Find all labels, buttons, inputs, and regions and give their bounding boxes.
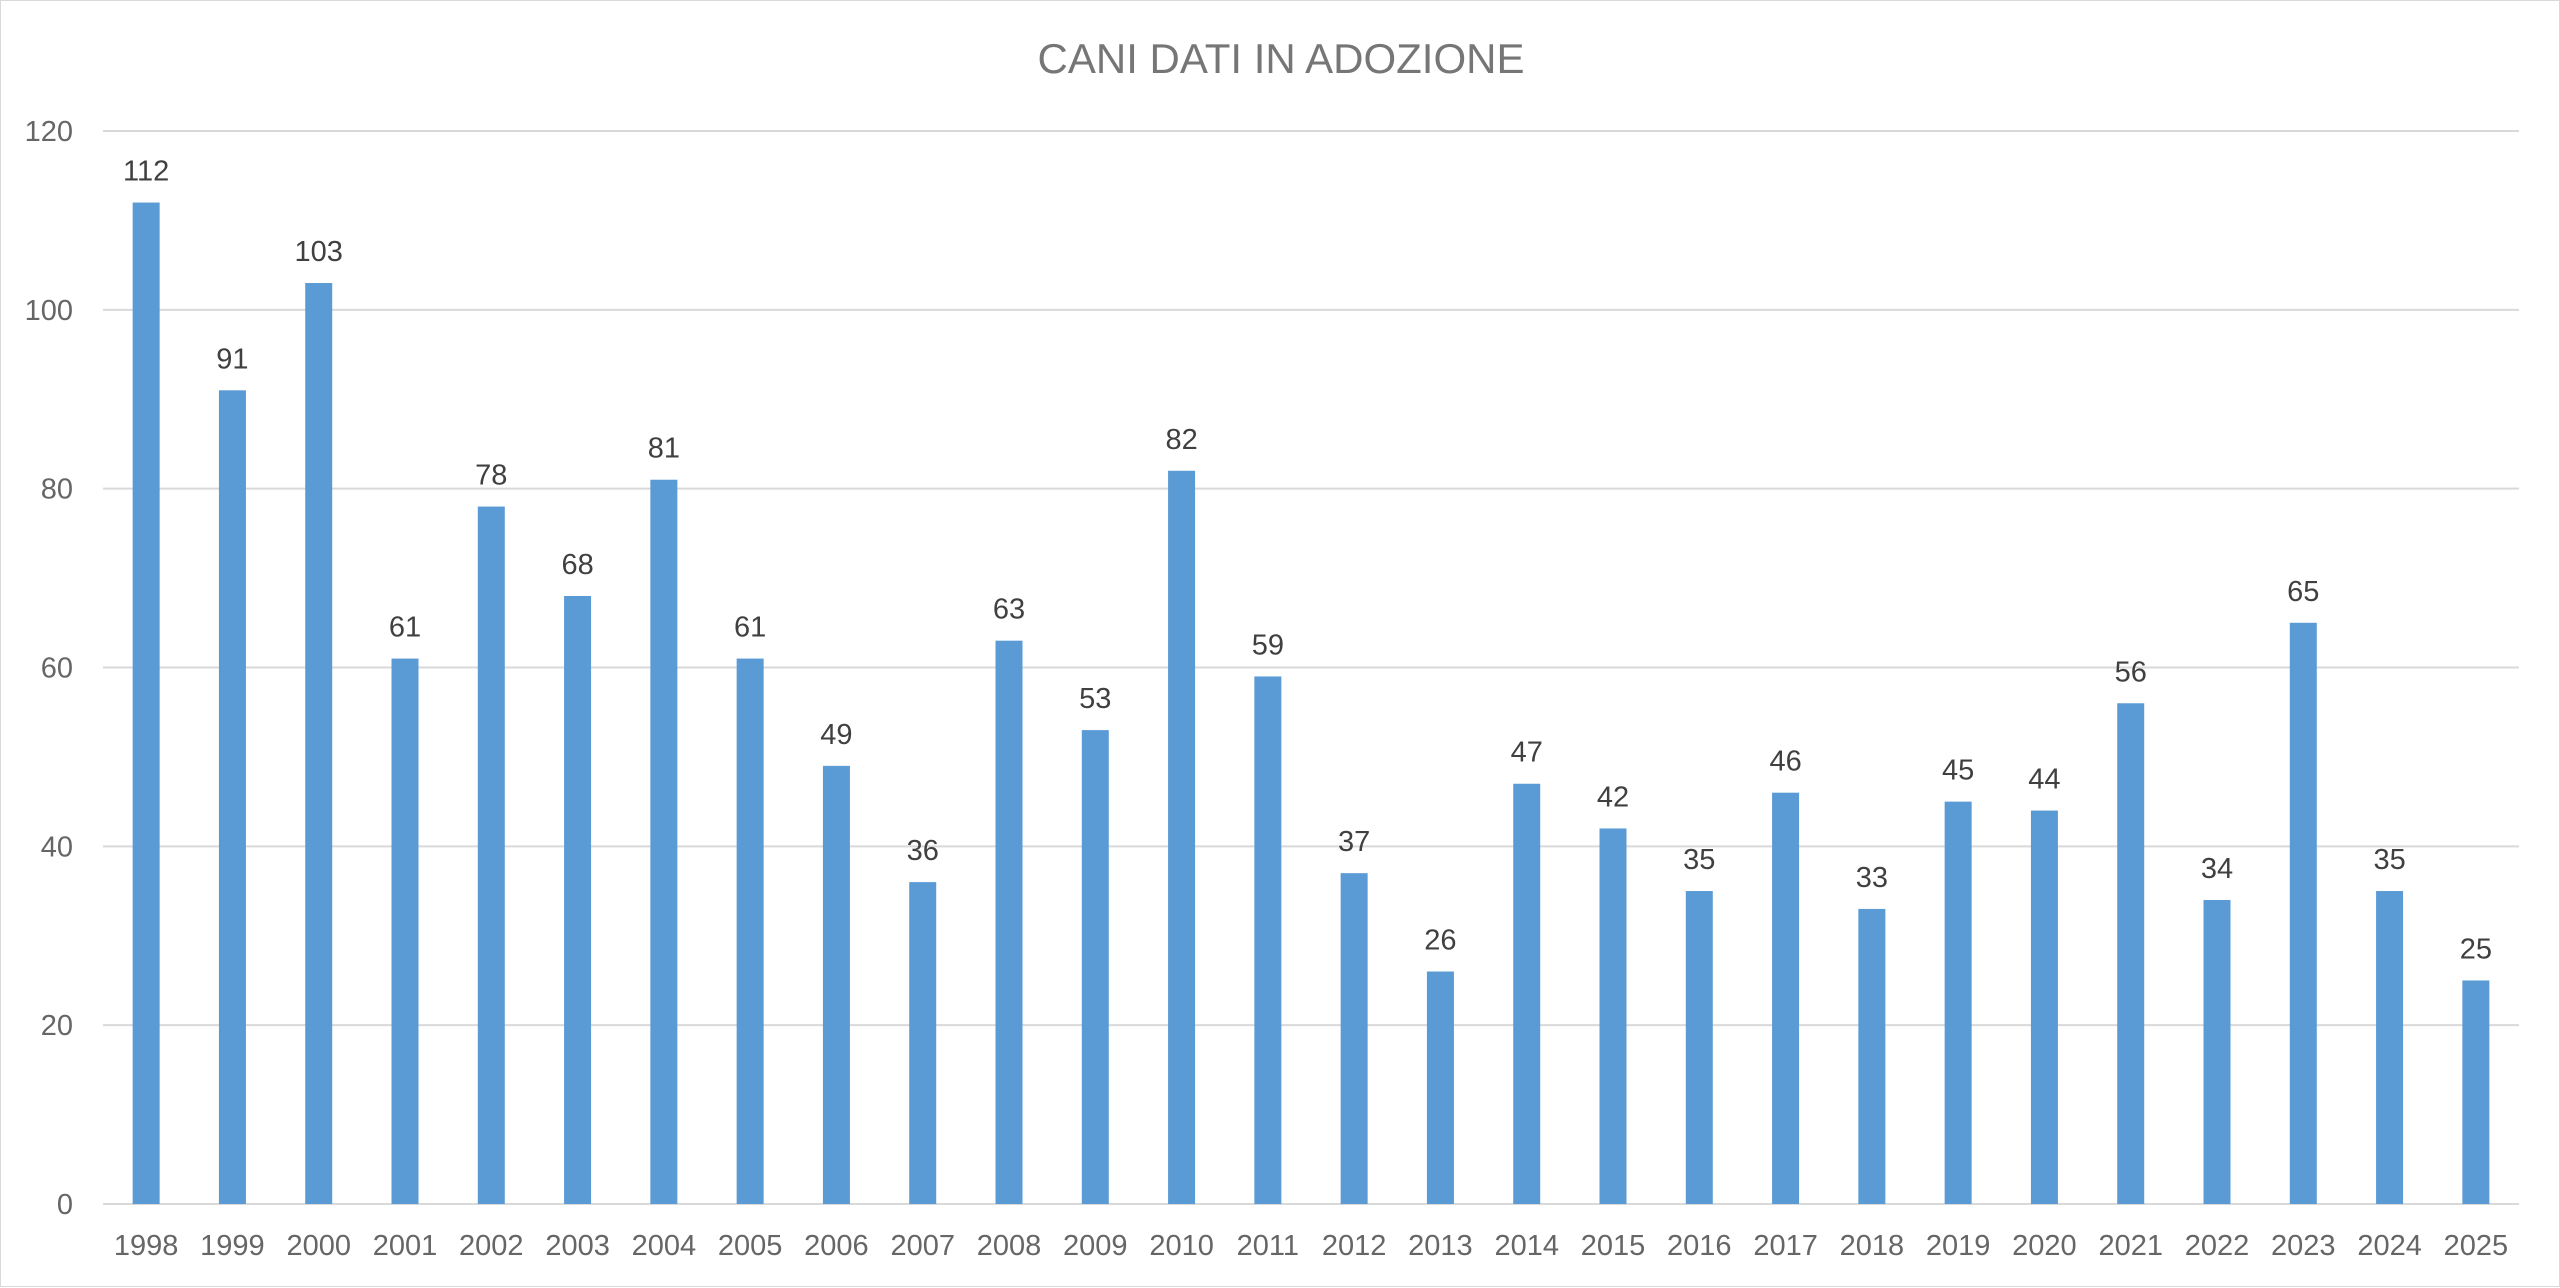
bar xyxy=(564,595,592,1204)
y-tick-label: 60 xyxy=(41,653,73,685)
data-label: 45 xyxy=(1942,755,1974,787)
bar xyxy=(1426,971,1454,1204)
data-label: 61 xyxy=(389,612,421,644)
bar xyxy=(1168,470,1196,1204)
bars xyxy=(132,202,2490,1205)
chart-title: CANI DATI IN ADOZIONE xyxy=(1038,35,1525,82)
x-tick-label: 2004 xyxy=(632,1230,697,1262)
x-tick-label: 2010 xyxy=(1149,1230,1214,1262)
bar xyxy=(1772,792,1800,1204)
x-tick-label: 2025 xyxy=(2444,1230,2509,1262)
data-label: 56 xyxy=(2115,656,2147,688)
bar xyxy=(2203,899,2231,1204)
y-tick-label: 20 xyxy=(41,1010,73,1042)
data-label: 49 xyxy=(820,719,852,751)
x-tick-label: 2014 xyxy=(1494,1230,1559,1262)
x-tick-label: 2012 xyxy=(1322,1230,1387,1262)
bar xyxy=(909,882,937,1204)
bar xyxy=(477,506,505,1204)
y-tick-label: 80 xyxy=(41,474,73,506)
y-tick-label: 0 xyxy=(57,1189,73,1221)
data-label: 25 xyxy=(2460,933,2492,965)
x-tick-label: 2011 xyxy=(1237,1230,1299,1262)
x-tick-label: 2002 xyxy=(459,1230,524,1262)
x-tick-label: 2016 xyxy=(1667,1230,1732,1262)
x-tick-label: 2013 xyxy=(1408,1230,1473,1262)
bar xyxy=(1944,801,1972,1204)
x-tick-label: 1998 xyxy=(114,1230,179,1262)
x-tick-label: 2000 xyxy=(286,1230,351,1262)
bar xyxy=(2030,810,2058,1204)
x-tick-label: 2006 xyxy=(804,1230,869,1262)
data-labels: 112 91 103 61 78 68 81 61 49 36 63 53 82 59 37 26 47 42 35… xyxy=(123,156,2492,966)
data-label: 44 xyxy=(2028,764,2060,796)
bar xyxy=(995,640,1023,1204)
x-tick-label: 2001 xyxy=(373,1230,438,1262)
x-tick-label: 2005 xyxy=(718,1230,783,1262)
bar xyxy=(736,658,764,1204)
bar xyxy=(2289,622,2317,1204)
data-label: 53 xyxy=(1079,683,1111,715)
bar xyxy=(1685,891,1713,1204)
bar xyxy=(1081,730,1109,1204)
x-tick-label: 2023 xyxy=(2271,1230,2336,1262)
data-label: 35 xyxy=(2373,844,2405,876)
x-tick-label: 2015 xyxy=(1581,1230,1646,1262)
y-tick-label: 40 xyxy=(41,831,73,863)
x-tick-label: 2022 xyxy=(2185,1230,2250,1262)
data-label: 35 xyxy=(1683,844,1715,876)
bar xyxy=(1599,828,1627,1204)
data-label: 81 xyxy=(648,433,680,465)
data-label: 65 xyxy=(2287,576,2319,608)
data-label: 61 xyxy=(734,612,766,644)
data-label: 63 xyxy=(993,594,1025,626)
bar xyxy=(822,765,850,1204)
x-tick-label: 2007 xyxy=(890,1230,955,1262)
bar xyxy=(1254,676,1282,1204)
x-tick-label: 2008 xyxy=(977,1230,1042,1262)
data-label: 112 xyxy=(123,156,169,188)
x-tick-label: 2018 xyxy=(1840,1230,1905,1262)
bar xyxy=(1340,873,1368,1204)
data-label: 34 xyxy=(2201,853,2233,885)
data-label: 78 xyxy=(475,460,507,492)
bar xyxy=(1513,783,1541,1204)
bar xyxy=(391,658,419,1204)
bar xyxy=(2376,891,2404,1204)
y-axis-tick-labels: 0 20 40 60 80 100 120 xyxy=(25,116,73,1221)
bar xyxy=(132,202,160,1205)
x-tick-label: 2019 xyxy=(1926,1230,1991,1262)
y-tick-label: 100 xyxy=(25,295,73,327)
data-label: 103 xyxy=(295,236,343,268)
x-axis-tick-labels: 1998 1999 2000 2001 2002 2003 2004 2005 2006 2007… xyxy=(114,1230,2508,1262)
data-label: 68 xyxy=(561,549,593,581)
x-tick-label: 1999 xyxy=(200,1230,265,1262)
y-tick-label: 120 xyxy=(25,116,73,148)
x-tick-label: 2017 xyxy=(1753,1230,1818,1262)
x-tick-label: 2020 xyxy=(2012,1230,2077,1262)
data-label: 42 xyxy=(1597,781,1629,813)
data-label: 33 xyxy=(1856,862,1888,894)
bar xyxy=(650,479,678,1205)
data-label: 91 xyxy=(216,343,248,375)
data-label: 26 xyxy=(1424,925,1456,957)
data-label: 36 xyxy=(907,835,939,867)
bar xyxy=(1858,908,1886,1204)
x-tick-label: 2024 xyxy=(2357,1230,2422,1262)
data-label: 82 xyxy=(1165,424,1197,456)
bar xyxy=(305,283,333,1205)
bar xyxy=(2117,703,2145,1204)
gridlines xyxy=(103,130,2519,1205)
data-label: 47 xyxy=(1511,737,1543,769)
x-tick-label: 2009 xyxy=(1063,1230,1128,1262)
x-tick-label: 2021 xyxy=(2098,1230,2163,1262)
data-label: 46 xyxy=(1769,746,1801,778)
x-tick-label: 2003 xyxy=(545,1230,610,1262)
bar xyxy=(2462,980,2490,1204)
data-label: 37 xyxy=(1338,826,1370,858)
data-label: 59 xyxy=(1252,629,1284,661)
bar xyxy=(218,390,246,1204)
